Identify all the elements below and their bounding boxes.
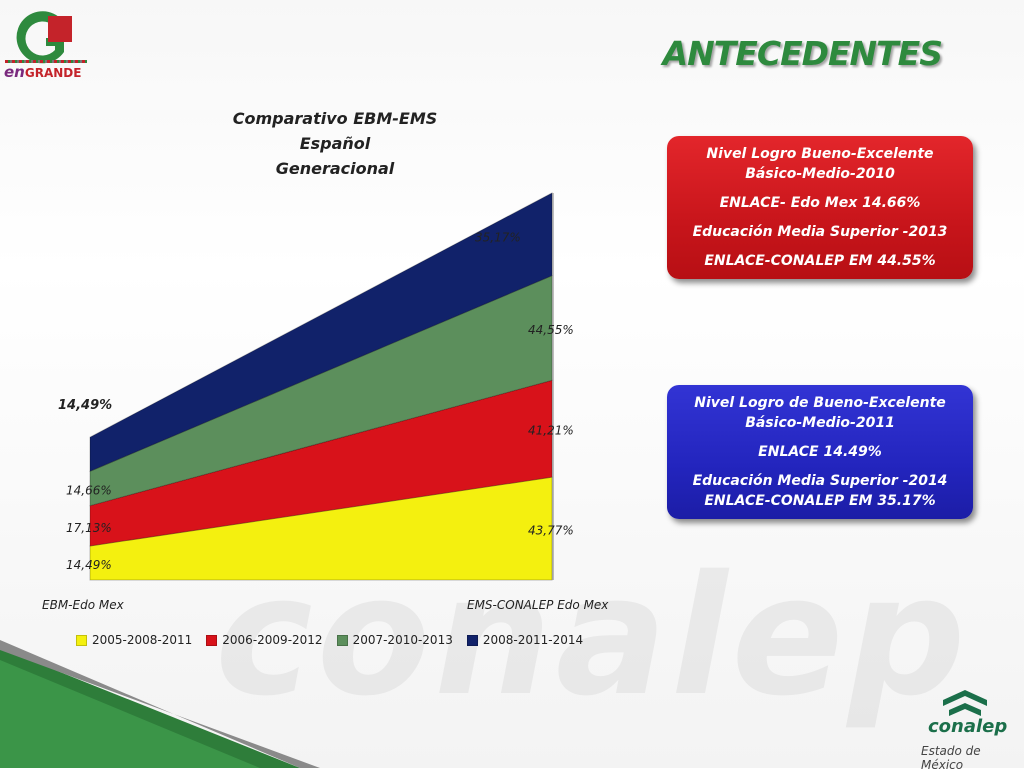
data-label-series-0-left: 14,49% bbox=[66, 558, 112, 572]
box-red-line-3: ENLACE- Edo Mex 14.66% bbox=[719, 195, 921, 211]
legend-label-1: 2006-2009-2012 bbox=[222, 633, 323, 647]
box-red-line-5: ENLACE-CONALEP EM 44.55% bbox=[704, 253, 936, 269]
box-blue-line-1: Nivel Logro de Bueno-Excelente bbox=[694, 395, 946, 411]
legend-item-1: 2006-2009-2012 bbox=[206, 633, 323, 647]
g-logo-icon bbox=[16, 11, 72, 64]
legend-label-2: 2007-2010-2013 bbox=[352, 633, 453, 647]
chart-title-line-1: Comparativo EBM-EMS bbox=[232, 109, 438, 128]
legend-item-2: 2007-2010-2013 bbox=[336, 633, 453, 647]
logo-word-grande: GRANDE bbox=[24, 66, 82, 80]
legend-item-0: 2005-2008-2011 bbox=[76, 633, 192, 647]
chart-title-line-2: Español bbox=[299, 134, 371, 153]
conalep-wordmark: conalep bbox=[928, 716, 1008, 737]
slide-title: ANTECEDENTES bbox=[662, 34, 943, 73]
data-label-series-1-left: 17,13% bbox=[66, 521, 112, 535]
box-red-line-4: Educación Media Superior -2013 bbox=[692, 224, 948, 240]
data-label-series-2-left: 14,66% bbox=[66, 483, 112, 497]
data-label-series-0-right: 43,77% bbox=[528, 524, 574, 538]
area-side-edge bbox=[552, 192, 554, 580]
conalep-logo-icon bbox=[943, 690, 987, 716]
info-box-2010: Nivel Logro Bueno-Excelente Básico-Medio… bbox=[667, 136, 973, 279]
data-label-series-3-left: 14,49% bbox=[58, 398, 112, 413]
chart-data-labels: 14,49% 43,77% 17,13% 41,21% 14,66% 44,55% 14,4… bbox=[58, 230, 574, 572]
box-blue-line-2: Básico-Medio-2011 bbox=[745, 415, 895, 431]
x-tick-label-1: EMS-CONALEP Edo Mex bbox=[467, 598, 609, 612]
box-blue-line-4: Educación Media Superior -2014 bbox=[692, 473, 948, 489]
logo-word-en: en bbox=[4, 63, 25, 81]
legend-label-0: 2005-2008-2011 bbox=[92, 633, 193, 647]
box-blue-line-5: ENLACE-CONALEP EM 35.17% bbox=[704, 493, 936, 509]
legend-swatch-1 bbox=[206, 634, 218, 646]
legend-item-3: 2008-2011-2014 bbox=[466, 633, 584, 647]
box-red-line-2: Básico-Medio-2010 bbox=[745, 166, 895, 182]
box-blue-line-3: ENLACE 14.49% bbox=[758, 444, 882, 460]
x-tick-label-0: EBM-Edo Mex bbox=[42, 598, 125, 612]
stacked-area-chart: 14,49% 43,77% 17,13% 41,21% 14,66% 44,55% 14,4… bbox=[42, 192, 609, 612]
stripe-light bbox=[0, 660, 260, 768]
logo-tagline-strip bbox=[5, 60, 87, 63]
chart-title: Comparativo EBM-EMS Español Generacional bbox=[200, 106, 470, 181]
legend-swatch-3 bbox=[466, 634, 478, 646]
chart-title-line-3: Generacional bbox=[275, 159, 395, 178]
legend-label-3: 2008-2011-2014 bbox=[482, 633, 584, 647]
logo-wordmark: enGRANDE bbox=[4, 64, 81, 81]
box-red-line-1: Nivel Logro Bueno-Excelente bbox=[706, 146, 934, 162]
legend-swatch-0 bbox=[76, 634, 87, 646]
data-label-series-3-right: 35,17% bbox=[475, 230, 521, 244]
chart-legend: 2005-2008-2011 2006-2009-2012 2007-2010-… bbox=[76, 633, 583, 647]
legend-swatch-2 bbox=[336, 634, 348, 646]
data-label-series-2-right: 44,55% bbox=[528, 323, 574, 337]
area-series-3 bbox=[89, 192, 553, 472]
chart-areas bbox=[89, 192, 554, 581]
info-box-2011: Nivel Logro de Bueno-Excelente Básico-Me… bbox=[667, 385, 973, 519]
data-label-series-1-right: 41,21% bbox=[528, 424, 574, 438]
